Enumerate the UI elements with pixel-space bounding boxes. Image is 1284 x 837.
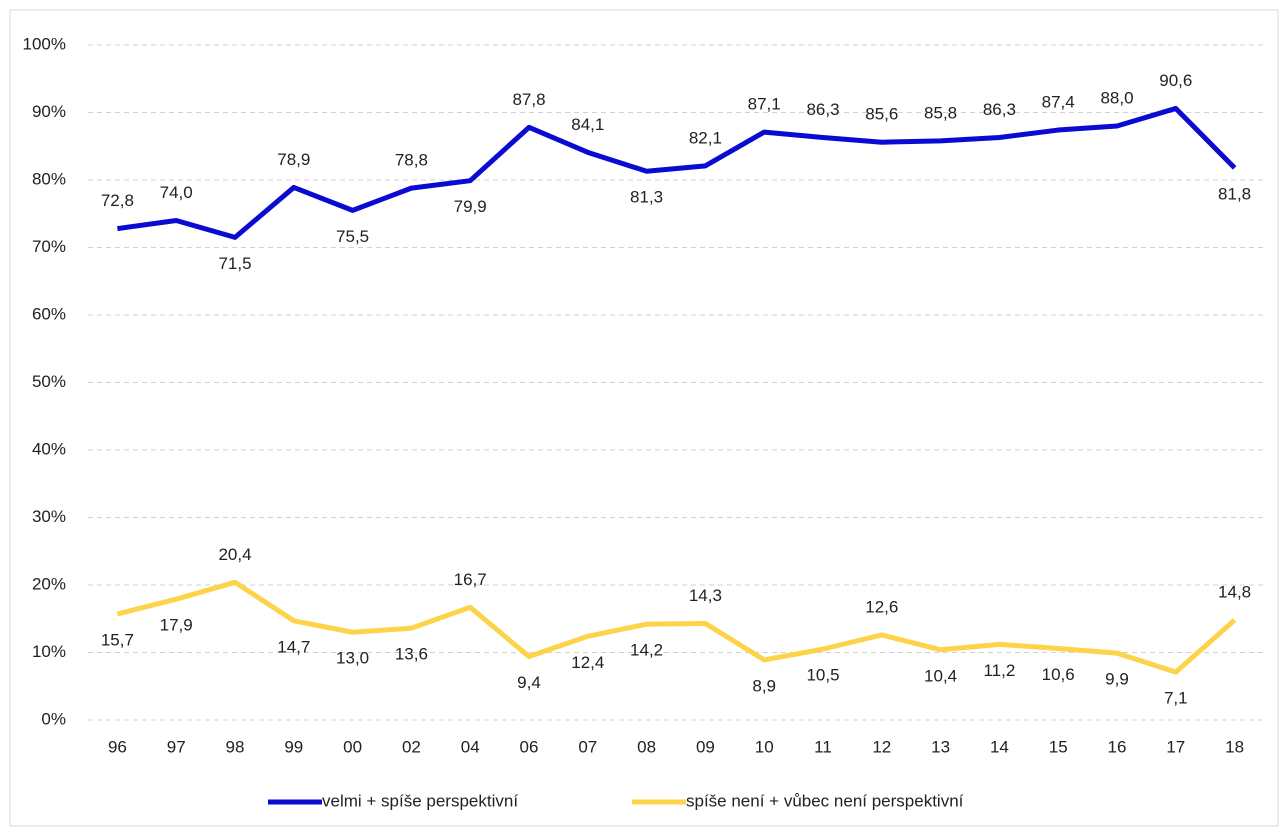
data-label: 10,5: [806, 666, 839, 685]
data-label: 10,6: [1042, 665, 1075, 684]
data-label: 14,3: [689, 586, 722, 605]
data-label: 17,9: [160, 616, 193, 635]
data-label: 78,9: [277, 150, 310, 169]
data-label: 15,7: [101, 631, 134, 650]
data-label: 81,8: [1218, 184, 1251, 203]
data-label: 85,8: [924, 103, 957, 122]
legend-label: velmi + spíše perspektivní: [322, 791, 518, 810]
data-label: 7,1: [1164, 689, 1188, 708]
y-tick-label: 70%: [32, 237, 66, 256]
x-tick-label: 09: [696, 737, 715, 756]
y-tick-label: 20%: [32, 574, 66, 593]
data-label: 87,4: [1042, 93, 1075, 112]
data-label: 75,5: [336, 227, 369, 246]
x-tick-label: 11: [814, 737, 832, 756]
y-tick-label: 40%: [32, 439, 66, 458]
y-tick-label: 80%: [32, 169, 66, 188]
data-label: 16,7: [454, 570, 487, 589]
data-label: 14,7: [277, 637, 310, 656]
y-tick-label: 50%: [32, 372, 66, 391]
x-tick-label: 06: [520, 737, 539, 756]
x-tick-label: 97: [167, 737, 186, 756]
x-tick-label: 08: [637, 737, 656, 756]
data-label: 14,2: [630, 641, 663, 660]
x-tick-label: 18: [1225, 737, 1244, 756]
x-tick-label: 07: [578, 737, 597, 756]
data-label: 9,4: [517, 673, 541, 692]
x-tick-label: 99: [284, 737, 303, 756]
data-label: 20,4: [218, 545, 251, 564]
series-line: [116, 579, 1237, 675]
data-label: 86,3: [806, 100, 839, 119]
x-tick-label: 00: [343, 737, 362, 756]
data-label: 8,9: [752, 676, 776, 695]
data-label: 82,1: [689, 128, 722, 147]
data-label: 79,9: [454, 197, 487, 216]
legend-label: spíše není + vůbec není perspektivní: [686, 791, 964, 810]
x-tick-label: 13: [931, 737, 950, 756]
x-tick-label: 10: [755, 737, 774, 756]
data-label: 87,1: [748, 95, 781, 114]
x-tick-label: 15: [1049, 737, 1068, 756]
data-label: 12,6: [865, 597, 898, 616]
x-tick-label: 12: [872, 737, 891, 756]
y-tick-label: 10%: [32, 642, 66, 661]
data-label: 13,0: [336, 649, 369, 668]
chart-border: [9, 9, 1279, 827]
data-label: 90,6: [1159, 71, 1192, 90]
data-label: 12,4: [571, 653, 604, 672]
data-label: 88,0: [1100, 88, 1133, 107]
data-label: 14,8: [1218, 583, 1251, 602]
data-label: 81,3: [630, 188, 663, 207]
x-tick-label: 17: [1166, 737, 1185, 756]
y-tick-label: 60%: [32, 304, 66, 323]
x-tick-label: 14: [990, 737, 1009, 756]
data-label: 87,8: [512, 90, 545, 109]
data-label: 84,1: [571, 115, 604, 134]
x-tick-label: 98: [226, 737, 245, 756]
data-label: 86,3: [983, 100, 1016, 119]
data-label: 71,5: [218, 254, 251, 273]
x-tick-label: 96: [108, 737, 127, 756]
data-label: 72,8: [101, 191, 134, 210]
x-tick-label: 04: [461, 737, 480, 756]
y-tick-label: 30%: [32, 507, 66, 526]
x-tick-label: 16: [1108, 737, 1127, 756]
y-tick-label: 0%: [41, 709, 66, 728]
data-label: 78,8: [395, 151, 428, 170]
data-label: 74,0: [160, 183, 193, 202]
data-label: 85,6: [865, 105, 898, 124]
x-tick-label: 02: [402, 737, 421, 756]
series-line: [117, 105, 1237, 240]
data-label: 13,6: [395, 645, 428, 664]
data-label: 11,2: [983, 661, 1015, 680]
y-tick-label: 90%: [32, 102, 66, 121]
data-label: 10,4: [924, 666, 957, 685]
data-label: 9,9: [1105, 670, 1129, 689]
y-tick-label: 100%: [23, 34, 66, 53]
